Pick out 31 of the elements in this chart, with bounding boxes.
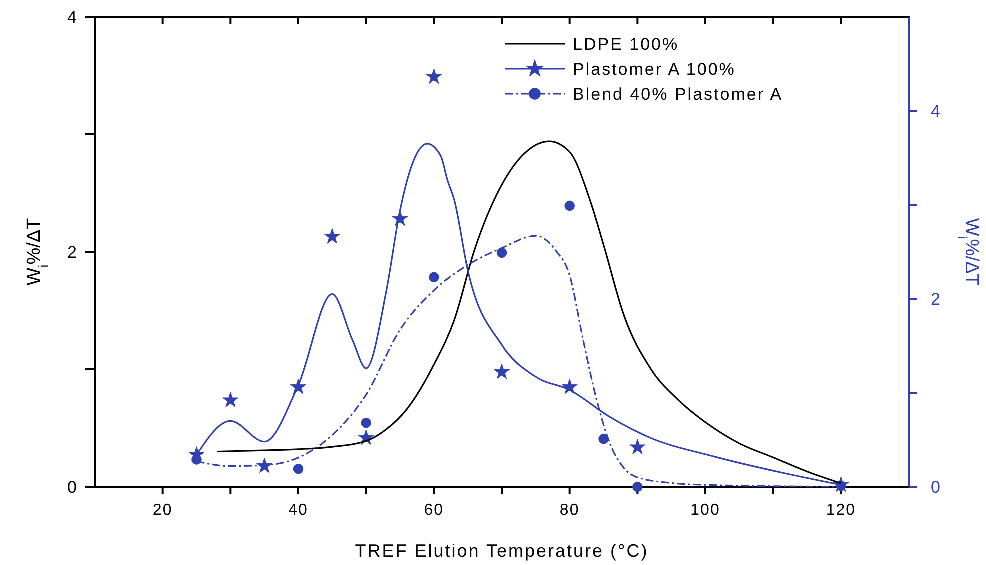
y-tick-label: 0: [68, 478, 77, 497]
legend-label: Blend 40% Plastomer A: [573, 85, 784, 104]
y2-tick-label: 2: [931, 290, 940, 309]
point: [324, 228, 340, 244]
point: [564, 200, 575, 212]
point: [562, 378, 578, 394]
point: [426, 68, 442, 84]
x-tick-label: 100: [690, 502, 720, 519]
legend-label: Plastomer A 100%: [573, 60, 736, 79]
y-tick-label: 2: [68, 243, 77, 262]
x-axis-title: TREF Elution Temperature (°C): [355, 541, 649, 561]
y2-tick-label: 4: [931, 102, 940, 121]
x-tick-label: 120: [826, 502, 856, 519]
point: [630, 439, 646, 454]
y2-tick-label: 0: [931, 478, 940, 497]
point: [496, 248, 508, 258]
point: [293, 464, 304, 474]
point: [361, 418, 372, 428]
point: [192, 454, 202, 465]
legend-label: LDPE 100%: [573, 35, 680, 54]
x-tick-label: 60: [424, 502, 444, 519]
point: [256, 458, 273, 474]
x-tick-label: 40: [288, 502, 308, 519]
point: [632, 482, 643, 492]
x-tick-label: 20: [152, 502, 173, 519]
point: [222, 392, 239, 408]
point: [429, 272, 440, 283]
point: [494, 364, 510, 380]
y-tick-label: 4: [68, 8, 77, 27]
x-tick-label: 80: [560, 502, 580, 519]
point: [598, 434, 609, 444]
